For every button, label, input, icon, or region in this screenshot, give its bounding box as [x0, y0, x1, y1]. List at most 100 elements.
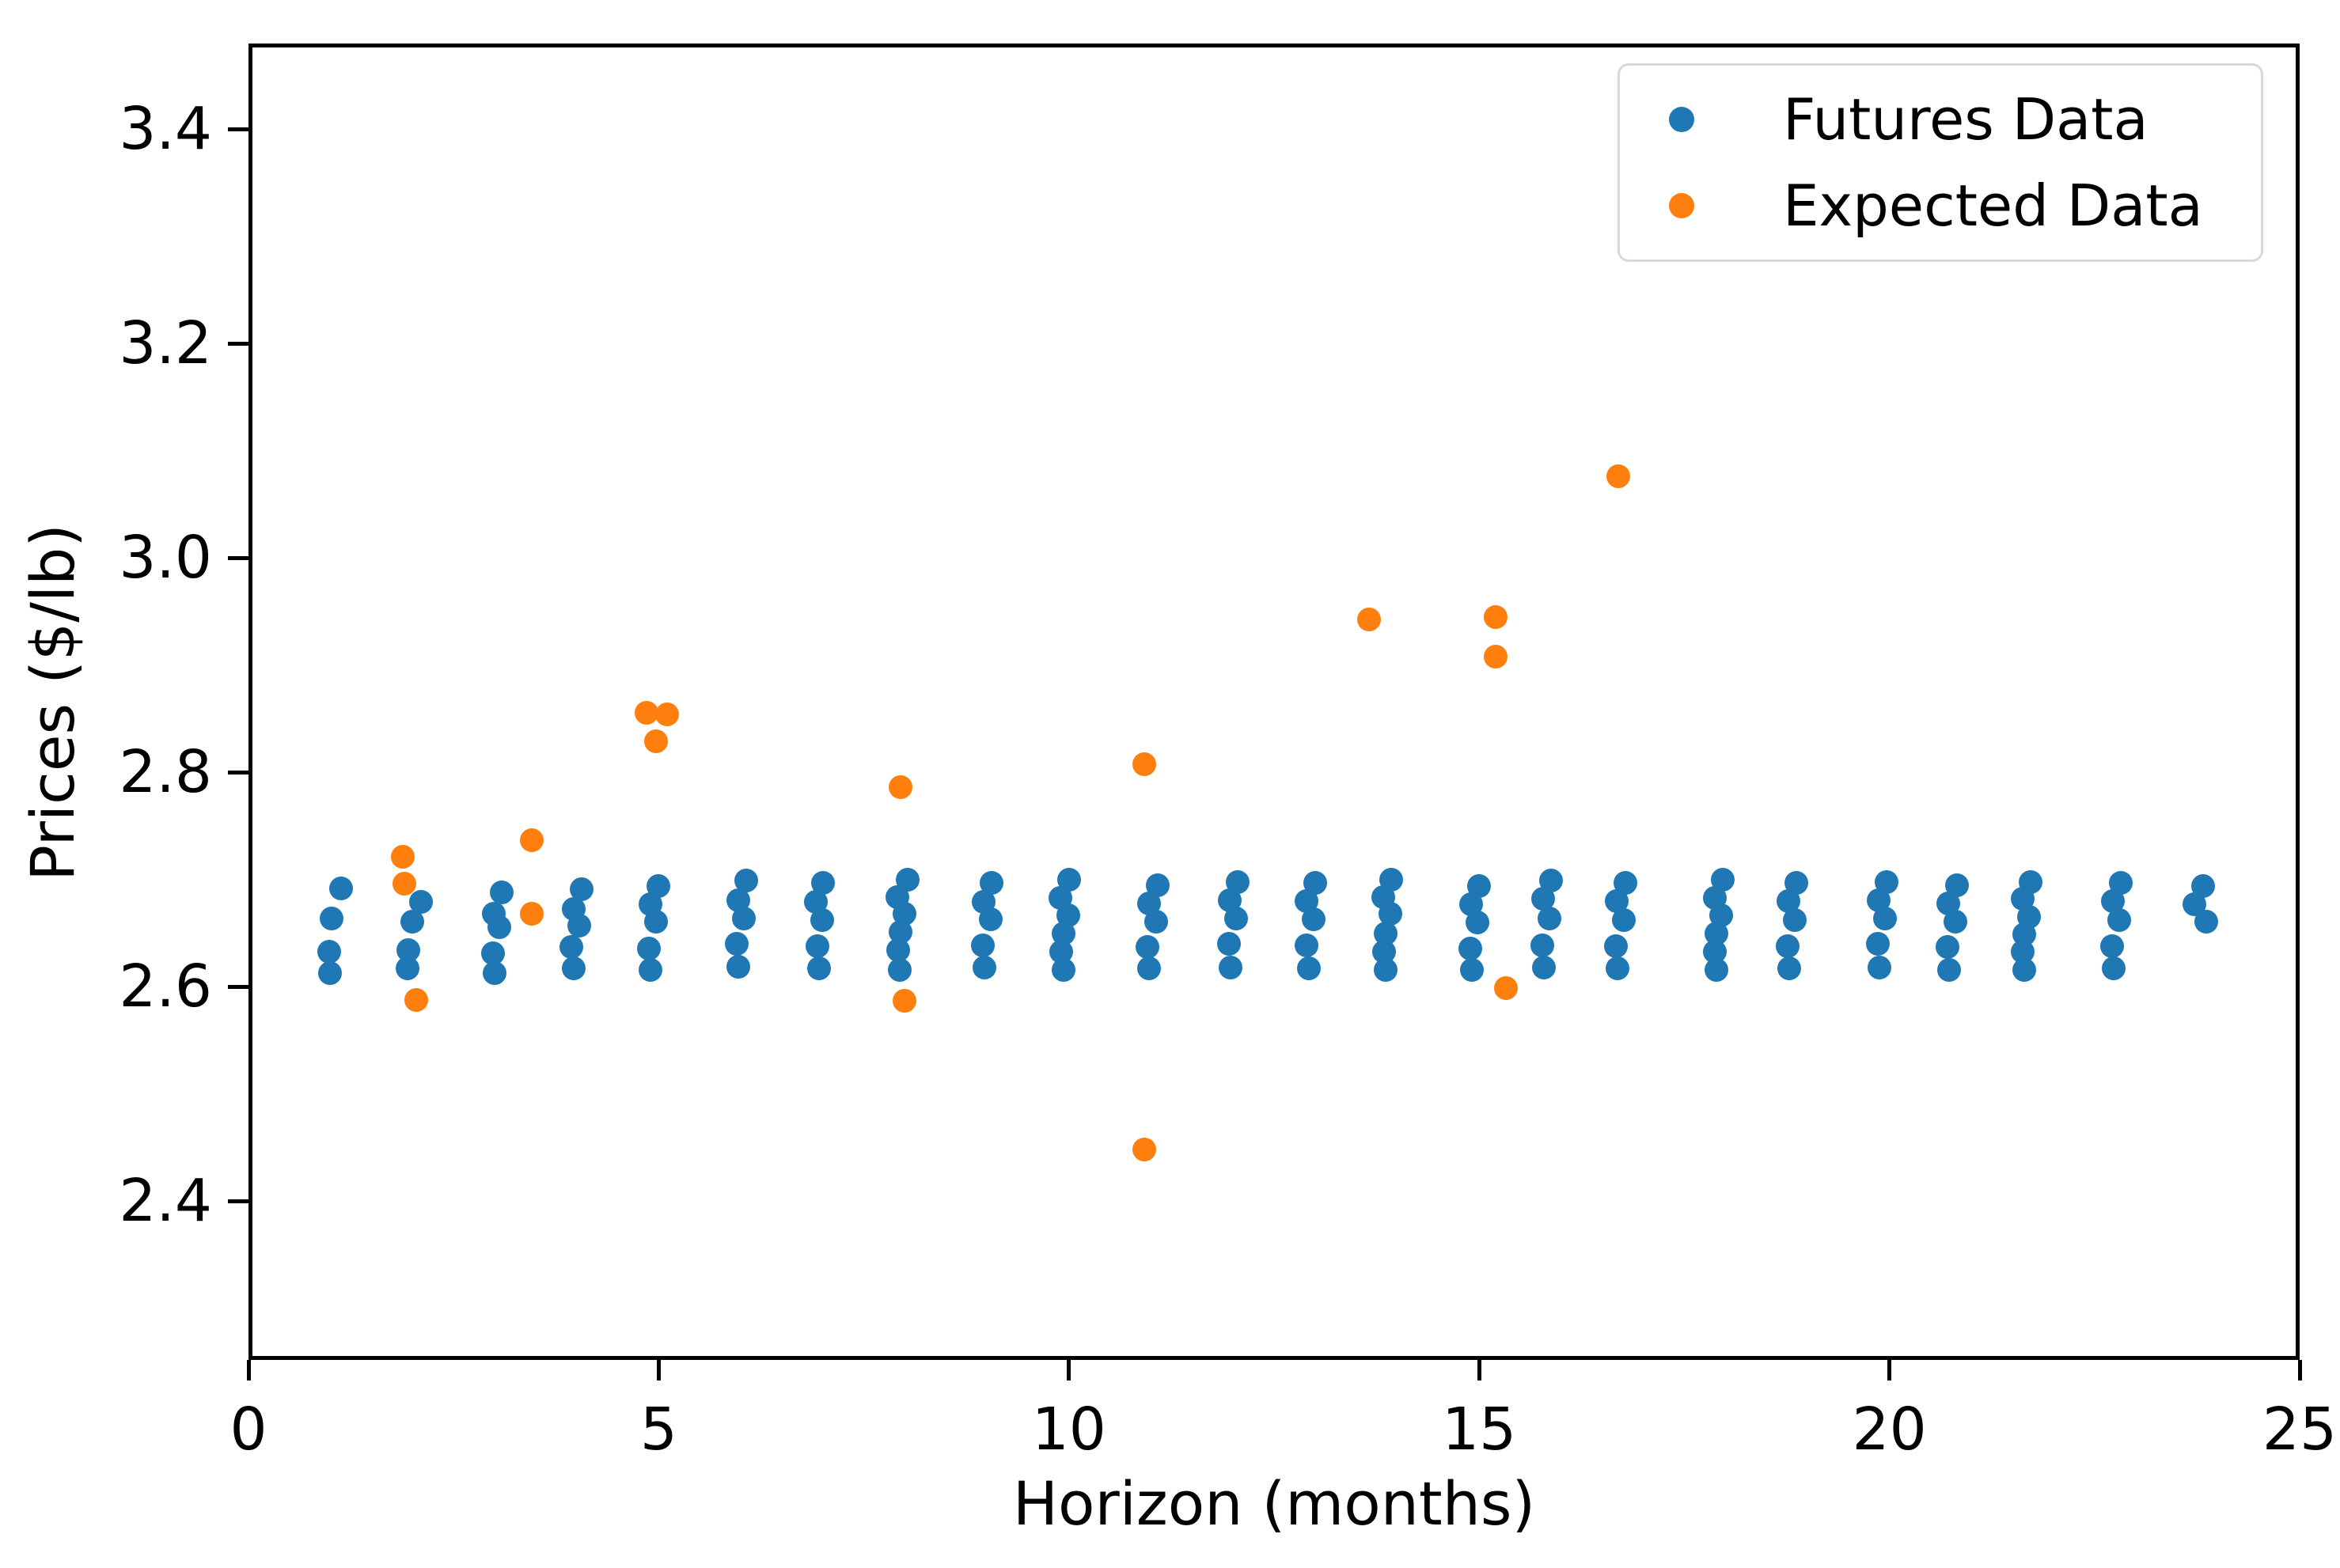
futures-data-point	[1459, 957, 1484, 982]
y-tick-label: 2.8	[119, 738, 212, 807]
futures-data-point	[1143, 909, 1168, 934]
futures-data-point	[1873, 906, 1898, 930]
expected-data-point	[1606, 464, 1631, 489]
futures-data-point	[317, 960, 342, 985]
expected-data-point	[889, 775, 913, 800]
x-tick-label: 0	[229, 1396, 267, 1464]
x-tick-mark	[246, 1360, 251, 1381]
expected-data-point	[1132, 752, 1157, 776]
x-tick-mark	[1067, 1360, 1071, 1381]
futures-data-point	[810, 908, 834, 933]
expected-data-point	[1483, 645, 1508, 669]
futures-data-point	[1936, 935, 1960, 960]
y-tick-mark	[228, 127, 248, 131]
x-tick-mark	[2297, 1360, 2302, 1381]
futures-data-point	[2107, 908, 2131, 933]
futures-data-point	[636, 936, 661, 960]
expected-data-point	[644, 729, 669, 754]
futures-data-point	[1777, 956, 1802, 981]
futures-data-point	[1136, 935, 1160, 960]
plot-area	[248, 44, 2300, 1360]
x-axis-label: Horizon (months)	[1012, 1468, 1536, 1539]
futures-data-point	[1219, 956, 1243, 980]
futures-data-point	[1776, 934, 1800, 958]
futures-data-point	[1866, 932, 1891, 956]
futures-data-point	[487, 915, 512, 939]
futures-data-point	[400, 909, 425, 934]
x-tick-label: 20	[1852, 1396, 1927, 1464]
futures-data-point	[1868, 956, 1892, 980]
legend-label-expected: Expected Data	[1783, 172, 2203, 240]
futures-data-point	[1295, 933, 1319, 957]
expected-data-point	[634, 700, 658, 725]
futures-data-point	[396, 956, 420, 981]
x-tick-mark	[1887, 1360, 1892, 1381]
futures-data-point	[2101, 956, 2126, 981]
futures-data-point	[2099, 934, 2124, 958]
futures-data-point	[732, 906, 757, 930]
futures-data-point	[805, 934, 829, 958]
expected-data-point	[1357, 607, 1382, 631]
futures-data-point	[1783, 908, 1807, 933]
futures-data-point	[2194, 909, 2218, 934]
futures-data-point	[1458, 936, 1482, 960]
futures-data-point	[561, 956, 586, 981]
futures-data-point	[970, 933, 995, 957]
futures-data-point	[1611, 908, 1636, 933]
futures-data-point	[1538, 906, 1562, 930]
futures-data-point	[2012, 957, 2036, 982]
expected-data-point	[519, 902, 544, 926]
futures-data-point	[979, 907, 1003, 932]
futures-data-point	[483, 960, 507, 985]
x-tick-label: 15	[1442, 1396, 1517, 1464]
expected-data-point	[893, 989, 917, 1013]
futures-data-point	[1374, 957, 1398, 982]
expected-data-point	[1483, 604, 1508, 629]
futures-data-point	[806, 956, 831, 981]
futures-data-point	[1532, 956, 1557, 980]
futures-data-point	[567, 914, 591, 938]
futures-data-point	[559, 935, 584, 960]
futures-data-point	[1216, 932, 1241, 956]
futures-data-point	[1530, 933, 1555, 957]
x-tick-mark	[1477, 1360, 1481, 1381]
legend-label-futures: Futures Data	[1783, 85, 2148, 153]
futures-data-point	[1606, 956, 1630, 981]
y-tick-mark	[228, 984, 248, 989]
expected-data-point	[392, 872, 416, 896]
expected-data-point	[519, 828, 544, 852]
x-tick-label: 10	[1031, 1396, 1106, 1464]
expected-marker-icon	[1669, 193, 1694, 219]
futures-data-point	[724, 932, 749, 956]
y-tick-label: 3.2	[119, 309, 212, 378]
legend-entry-futures: Futures Data	[1620, 86, 2261, 153]
expected-data-point	[1132, 1138, 1157, 1162]
legend-entry-expected: Expected Data	[1620, 172, 2261, 239]
futures-data-point	[317, 939, 341, 964]
y-tick-mark	[228, 1199, 248, 1203]
futures-data-point	[1301, 907, 1325, 932]
futures-data-point	[644, 909, 669, 934]
futures-data-point	[1296, 956, 1321, 981]
futures-data-point	[1466, 911, 1490, 935]
futures-data-point	[973, 956, 996, 980]
futures-data-point	[1604, 934, 1629, 958]
futures-data-point	[329, 876, 354, 900]
futures-data-point	[726, 954, 750, 979]
y-tick-label: 3.4	[119, 95, 212, 164]
expected-data-point	[404, 987, 428, 1012]
futures-data-point	[1937, 957, 1962, 982]
futures-marker-icon	[1669, 106, 1694, 132]
expected-data-point	[390, 845, 415, 869]
futures-data-point	[1704, 957, 1728, 982]
y-tick-mark	[228, 341, 248, 346]
futures-data-point	[319, 906, 343, 930]
y-tick-label: 2.4	[119, 1167, 212, 1236]
expected-data-point	[654, 703, 679, 727]
y-tick-mark	[228, 555, 248, 560]
x-tick-mark	[656, 1360, 661, 1381]
legend: Futures Data Expected Data	[1618, 63, 2263, 262]
futures-data-point	[639, 957, 663, 982]
x-tick-label: 5	[639, 1396, 677, 1464]
futures-data-point	[1051, 957, 1075, 982]
